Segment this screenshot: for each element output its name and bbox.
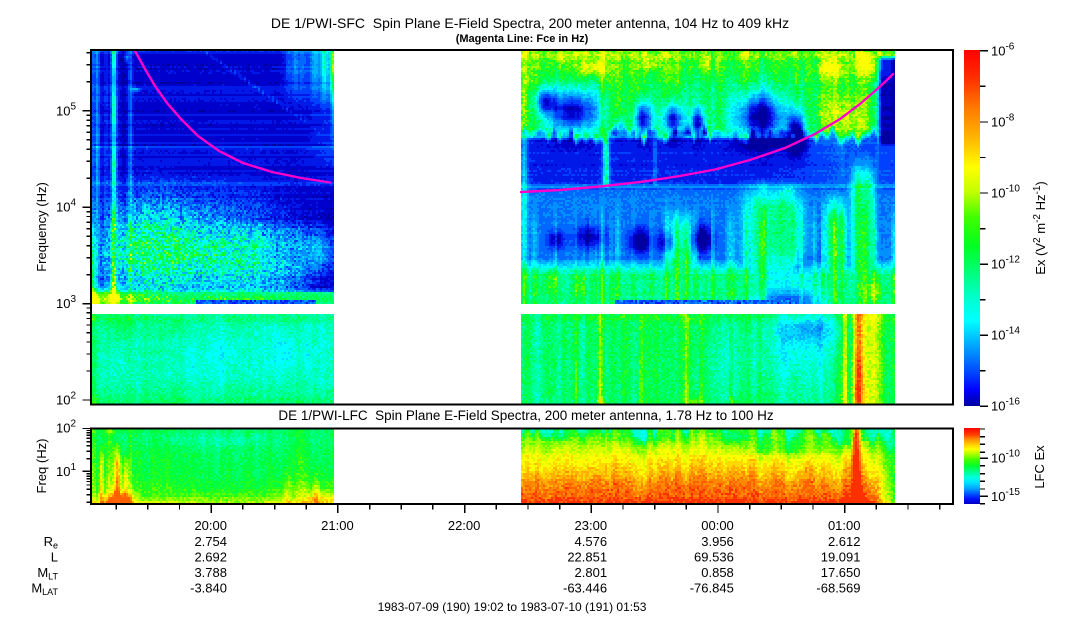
svg-text:L: L <box>51 550 58 565</box>
svg-text:0.858: 0.858 <box>701 565 734 580</box>
svg-text:Freq (Hz): Freq (Hz) <box>34 439 49 494</box>
svg-text:19.091: 19.091 <box>821 550 861 565</box>
svg-text:20:00: 20:00 <box>194 518 227 533</box>
svg-text:-3.840: -3.840 <box>190 581 227 596</box>
svg-text:2.692: 2.692 <box>194 550 227 565</box>
svg-text:(Magenta Line: Fce in Hz): (Magenta Line: Fce in Hz) <box>456 33 589 45</box>
svg-text:2.754: 2.754 <box>194 534 227 549</box>
svg-text:Frequency (Hz): Frequency (Hz) <box>34 182 49 272</box>
svg-text:2.801: 2.801 <box>575 565 608 580</box>
svg-text:17.650: 17.650 <box>821 565 861 580</box>
svg-text:3.956: 3.956 <box>701 534 734 549</box>
svg-text:Ex (V2 m-2 Hz-1): Ex (V2 m-2 Hz-1) <box>1032 181 1048 274</box>
svg-text:00:00: 00:00 <box>701 518 734 533</box>
svg-text:-63.446: -63.446 <box>563 581 607 596</box>
svg-text:DE 1/PWI-SFC Spin Plane E-Fie: DE 1/PWI-SFC Spin Plane E-Field Spectra,… <box>271 15 789 31</box>
svg-text:LFC Ex: LFC Ex <box>1032 445 1047 489</box>
svg-text:2.612: 2.612 <box>828 534 861 549</box>
svg-text:-76.845: -76.845 <box>690 581 734 596</box>
svg-text:21:00: 21:00 <box>321 518 354 533</box>
svg-text:4.576: 4.576 <box>575 534 608 549</box>
svg-text:1983-07-09 (190) 19:02 to 1983: 1983-07-09 (190) 19:02 to 1983-07-10 (19… <box>378 600 647 614</box>
svg-text:-68.569: -68.569 <box>816 581 860 596</box>
svg-text:3.788: 3.788 <box>194 565 227 580</box>
svg-text:23:00: 23:00 <box>575 518 608 533</box>
svg-text:69.536: 69.536 <box>694 550 734 565</box>
svg-text:DE 1/PWI-LFC Spin Plane E-Fie: DE 1/PWI-LFC Spin Plane E-Field Spectra,… <box>278 408 773 423</box>
svg-text:01:00: 01:00 <box>828 518 861 533</box>
svg-text:22:00: 22:00 <box>448 518 481 533</box>
svg-text:22.851: 22.851 <box>567 550 607 565</box>
